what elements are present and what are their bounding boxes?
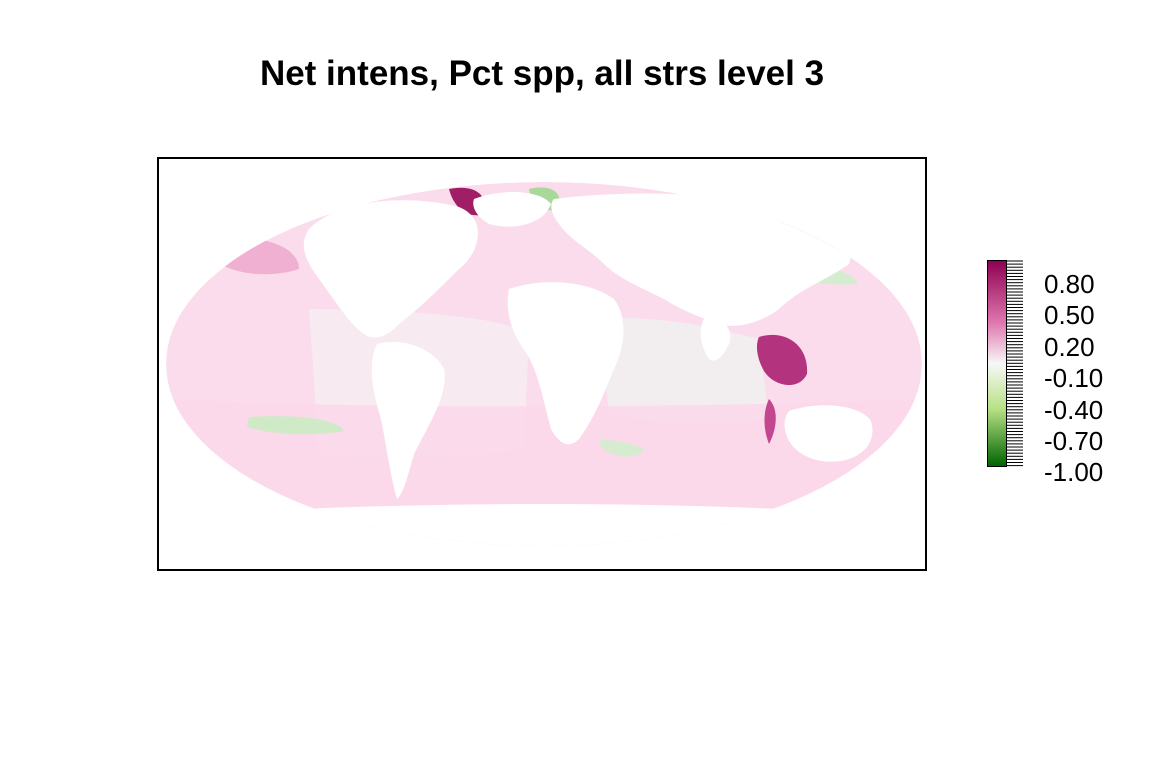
magenta-w-australia	[764, 399, 776, 444]
legend-label-0-50: 0.50	[1044, 300, 1095, 330]
legend-label-neg-0-40: -0.40	[1044, 395, 1104, 425]
north-america	[303, 200, 478, 338]
antarctica	[166, 504, 922, 546]
color-legend-bar	[987, 260, 1007, 467]
legend-label-neg-0-10: -0.10	[1044, 363, 1104, 393]
greenland	[473, 192, 551, 227]
map-panel	[157, 157, 927, 571]
india	[700, 318, 731, 361]
south-america	[371, 341, 445, 499]
world-map	[166, 182, 922, 546]
legend-label-0-80: 0.80	[1044, 269, 1095, 299]
australia	[784, 405, 873, 462]
europe-asia	[551, 193, 851, 326]
map-title: Net intens, Pct spp, all strs level 3	[259, 54, 825, 93]
africa	[507, 282, 624, 445]
green-patch-s-atlantic	[599, 439, 644, 457]
legend-label-neg-0-70: -0.70	[1044, 426, 1104, 456]
legend-label-0-20: 0.20	[1044, 332, 1095, 362]
magenta-indonesia	[756, 334, 808, 386]
legend-label-neg-1-00: -1.00	[1044, 457, 1104, 487]
green-patch-s-pacific	[247, 416, 344, 435]
legend-tick-marks	[1007, 260, 1023, 467]
